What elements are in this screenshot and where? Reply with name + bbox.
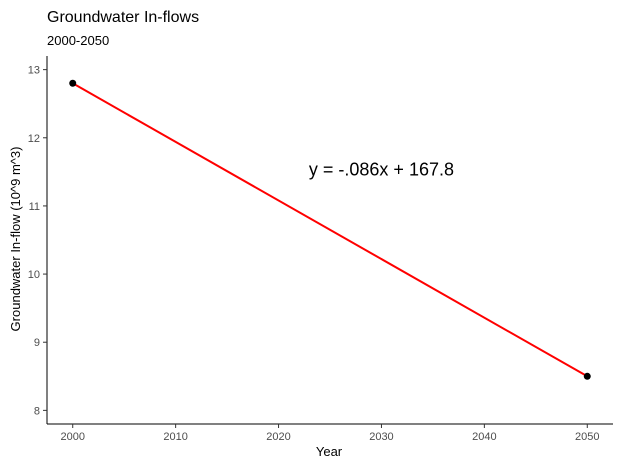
data-point [583,372,591,380]
x-ticks: 2000 2010 2020 2030 2040 2050 [60,424,600,443]
x-tick-label: 2030 [369,431,393,443]
x-tick-label: 2040 [472,431,496,443]
chart-subtitle: 2000-2050 [47,33,109,48]
y-tick-label: 12 [28,133,40,145]
x-tick-label: 2000 [60,431,84,443]
y-tick-label: 11 [29,201,40,213]
equation-annotation: y = -.086x + 167.8 [309,159,454,179]
x-tick-label: 2020 [266,431,290,443]
trend-line [72,82,588,378]
y-ticks: 8 9 10 11 12 13 [28,65,47,417]
y-tick-label: 13 [28,65,40,77]
y-tick-label: 9 [34,337,40,349]
chart-title: Groundwater In-flows [47,9,199,26]
x-axis-title: Year [316,444,343,459]
y-axis-title: Groundwater In-flow (10^9 m^3) [8,147,23,332]
data-point [69,79,77,87]
y-tick-label: 8 [34,405,40,417]
x-tick-label: 2050 [575,431,599,443]
y-tick-label: 10 [28,269,40,281]
series [69,79,591,380]
x-tick-label: 2010 [163,431,187,443]
